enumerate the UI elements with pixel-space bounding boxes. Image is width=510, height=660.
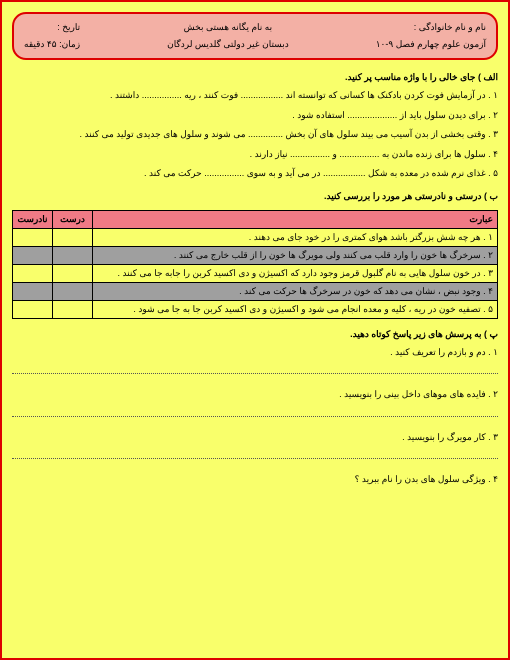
question-c4: ۴ . ویژگی سلول های بدن را نام ببرید ؟ (12, 473, 498, 487)
answer-line (12, 458, 498, 459)
section-b-title: ب ) درستی و نادرستی هر مورد را بررسی کنی… (12, 191, 498, 202)
question-c3: ۳ . کار مویرگ را بنویسید . (12, 431, 498, 445)
col-statement: عبارت (93, 210, 498, 228)
correct-cell[interactable] (53, 228, 93, 246)
table-row: ۱ . هر چه شش بزرگتر باشد هوای کمتری را د… (13, 228, 498, 246)
incorrect-cell[interactable] (13, 264, 53, 282)
exam-title: آزمون علوم چهارم فصل ۹-۱۰ (376, 39, 486, 50)
date-label: تاریخ : (24, 22, 80, 33)
question-c1: ۱ . دم و بازدم را تعریف کنید . (12, 346, 498, 360)
table-row: ۴ . وجود نبض ، نشان می دهد که خون در سرخ… (13, 282, 498, 300)
school-name: دبستان غیر دولتی گلدیس لردگان (167, 39, 289, 50)
statement-cell: ۱ . هر چه شش بزرگتر باشد هوای کمتری را د… (93, 228, 498, 246)
correct-cell[interactable] (53, 264, 93, 282)
question-1: ۱ . در آزمایش فوت کردن بادکنک ها کسانی ک… (12, 89, 498, 103)
header-center: به نام یگانه هستی بخش دبستان غیر دولتی گ… (167, 22, 289, 50)
incorrect-cell[interactable] (13, 228, 53, 246)
question-5: ۵ . غذای نرم شده در معده به شکل ........… (12, 167, 498, 181)
correct-cell[interactable] (53, 300, 93, 318)
answer-line (12, 373, 498, 374)
section-c-title: پ ) به پرسش های زیر پاسخ کوتاه دهید. (12, 329, 498, 340)
table-row: ۵ . تصفیه خون در ریه ، کلیه و معده انجام… (13, 300, 498, 318)
statement-cell: ۲ . سرخرگ ها خون را وارد قلب می کنند ولی… (93, 246, 498, 264)
statement-cell: ۴ . وجود نبض ، نشان می دهد که خون در سرخ… (93, 282, 498, 300)
col-incorrect: نادرست (13, 210, 53, 228)
time-label: زمان: ۴۵ دقیقه (24, 39, 80, 50)
table-row: ۲ . سرخرگ ها خون را وارد قلب می کنند ولی… (13, 246, 498, 264)
header-left: تاریخ : زمان: ۴۵ دقیقه (24, 22, 80, 50)
header-right: نام و نام خانوادگی : آزمون علوم چهارم فص… (376, 22, 486, 50)
correct-cell[interactable] (53, 282, 93, 300)
incorrect-cell[interactable] (13, 246, 53, 264)
question-4: ۴ . سلول ها برای زنده ماندن به .........… (12, 148, 498, 162)
statement-cell: ۵ . تصفیه خون در ریه ، کلیه و معده انجام… (93, 300, 498, 318)
section-a-title: الف ) جای خالی را با واژه مناسب پر کنید. (12, 72, 498, 83)
statement-cell: ۳ . در خون سلول هایی به نام گلبول قرمز و… (93, 264, 498, 282)
table-row: ۳ . در خون سلول هایی به نام گلبول قرمز و… (13, 264, 498, 282)
bismillah: به نام یگانه هستی بخش (167, 22, 289, 33)
answer-line (12, 416, 498, 417)
true-false-table: عبارت درست نادرست ۱ . هر چه شش بزرگتر با… (12, 210, 498, 319)
exam-header: نام و نام خانوادگی : آزمون علوم چهارم فص… (12, 12, 498, 60)
correct-cell[interactable] (53, 246, 93, 264)
student-name-label: نام و نام خانوادگی : (376, 22, 486, 33)
question-3: ۳ . وقتی بخشی از بدن آسیب می بیند سلول ه… (12, 128, 498, 142)
col-correct: درست (53, 210, 93, 228)
question-c2: ۲ . فایده های موهای داخل بینی را بنویسید… (12, 388, 498, 402)
question-2: ۲ . برای دیدن سلول باید از .............… (12, 109, 498, 123)
incorrect-cell[interactable] (13, 300, 53, 318)
incorrect-cell[interactable] (13, 282, 53, 300)
